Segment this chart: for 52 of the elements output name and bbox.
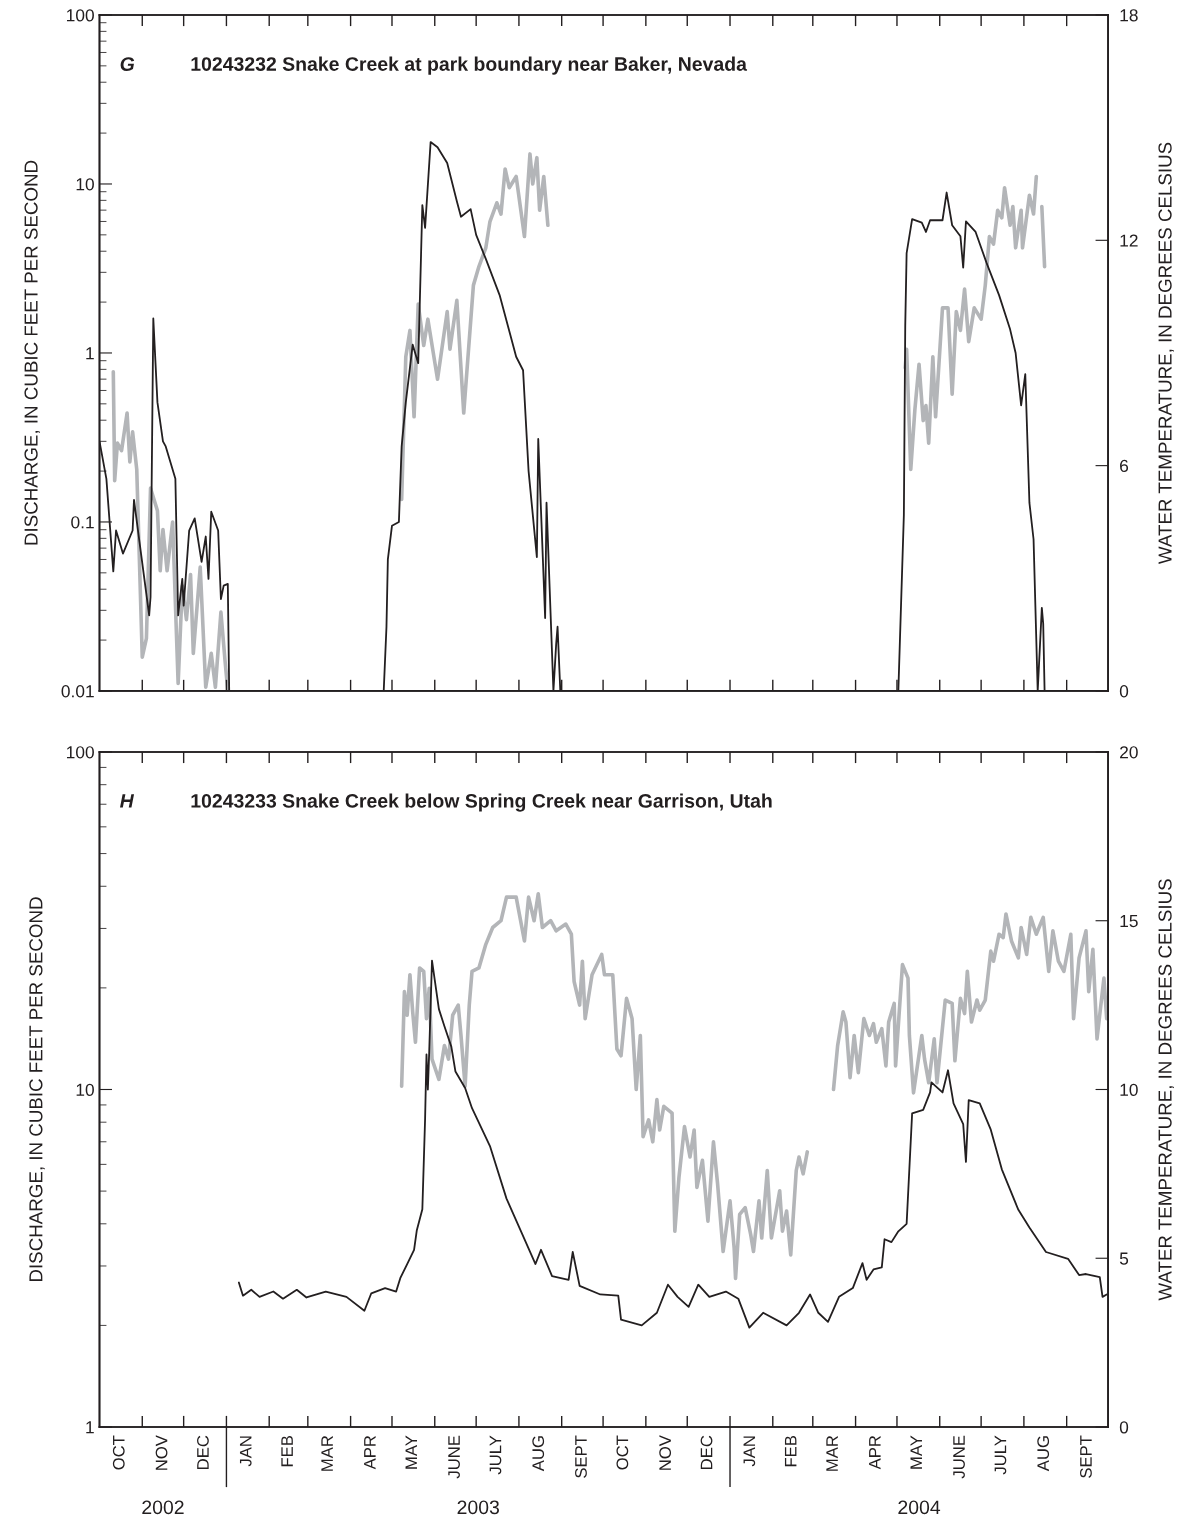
y-tick-label: 0.1	[71, 516, 94, 529]
y2-axis-title: WATER TEMPERATURE, IN DEGREES CELSIUS	[1158, 879, 1174, 1301]
x-tick-label: JUNE	[448, 1435, 460, 1479]
x-tick-label: FEB	[784, 1436, 797, 1467]
text: 2002	[142, 1500, 184, 1515]
y-tick-label: 0.01	[61, 685, 94, 698]
text: H	[120, 794, 135, 808]
text: 10243233 Snake Creek below Spring Creek near Garrison, Utah	[191, 793, 772, 812]
y-tick-label: 1	[86, 1421, 94, 1434]
x-tick-label: AUG	[1037, 1436, 1050, 1472]
x-tick-label: JAN	[743, 1436, 756, 1467]
x-tick-label: MAR	[826, 1435, 838, 1471]
x-tick-label: SEPT	[1080, 1435, 1092, 1478]
y-tick-label: 10	[76, 1083, 94, 1096]
y2-tick-label: 18	[1120, 9, 1138, 22]
x-tick-label: DEC	[700, 1435, 713, 1469]
x-tick-label: JAN	[239, 1436, 252, 1467]
x-tick-label: JULY	[489, 1435, 502, 1475]
x-tick-label: JULY	[994, 1435, 1007, 1475]
y2-tick-label: 6	[1120, 459, 1129, 473]
y2-tick-label: 0	[1119, 1421, 1129, 1434]
x-tick-label: OCT	[112, 1435, 125, 1470]
y2-tick-label: 10	[1120, 1083, 1138, 1096]
x-tick-label: SEPT	[575, 1435, 587, 1478]
text: 2003	[457, 1500, 499, 1515]
x-tick-label: NOV	[155, 1435, 168, 1470]
x-tick-label: MAY	[405, 1435, 417, 1469]
y-tick-label: 10	[76, 178, 94, 191]
y2-axis-title: WATER TEMPERATURE, IN DEGREES CELSIUS	[1158, 142, 1174, 565]
x-tick-label: AUG	[532, 1436, 545, 1472]
x-tick-label: APR	[364, 1435, 376, 1470]
y-tick-label: 100	[67, 9, 94, 22]
y-tick-label: 1	[86, 347, 94, 360]
x-tick-label: MAY	[910, 1435, 922, 1469]
y-axis-title: DISCHARGE, IN CUBIC FEET PER SECOND	[29, 897, 45, 1282]
x-tick-label: APR	[869, 1435, 881, 1470]
x-tick-label: NOV	[659, 1435, 672, 1470]
x-tick-label: JUNE	[953, 1435, 965, 1479]
x-tick-label: DEC	[197, 1435, 209, 1469]
y2-tick-label: 12	[1120, 234, 1138, 247]
x-tick-label: MAR	[321, 1435, 333, 1471]
text: 2004	[898, 1500, 941, 1515]
y2-tick-label: 0	[1119, 685, 1129, 698]
y2-tick-label: 20	[1120, 746, 1138, 759]
y2-tick-label: 15	[1120, 915, 1138, 928]
text: G	[120, 57, 135, 71]
x-tick-label: FEB	[281, 1436, 293, 1467]
y-tick-label: 100	[67, 746, 94, 759]
y-axis-title: DISCHARGE, IN CUBIC FEET PER SECOND	[24, 160, 40, 545]
y2-tick-label: 5	[1119, 1252, 1129, 1265]
x-tick-label: OCT	[616, 1435, 629, 1470]
text: 10243232 Snake Creek at park boundary near Baker, Nevada	[191, 56, 748, 75]
